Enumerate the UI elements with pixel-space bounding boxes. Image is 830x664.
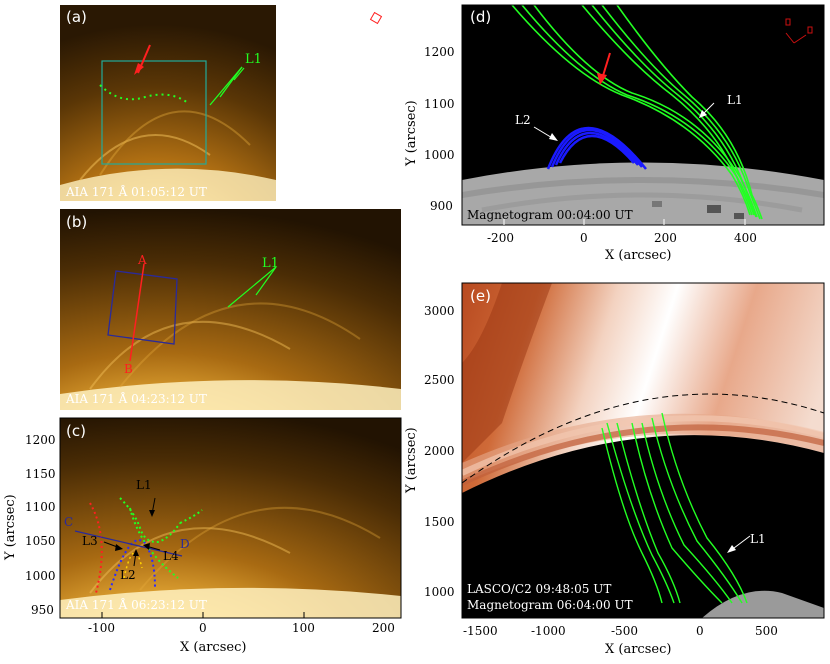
panel-c [60, 418, 401, 618]
panel-a-label: (a) [66, 8, 87, 26]
panel-e-xtick: 0 [696, 624, 704, 638]
panel-c-ytick: 1200 [25, 433, 56, 447]
panel-e-xtick: -1500 [463, 624, 498, 638]
panel-b-image [60, 209, 401, 410]
panel-e-image [462, 283, 824, 618]
panel-e-xtick: -500 [611, 624, 638, 638]
panel-e-caption-1: LASCO/C2 09:48:05 UT [467, 582, 612, 596]
panel-c-ytick: 1150 [25, 467, 56, 481]
panel-a-l1-label: L1 [245, 52, 262, 67]
panel-b [60, 209, 401, 410]
panel-c-ytick: 950 [31, 603, 54, 617]
panel-d-ytick: 1000 [424, 148, 455, 162]
panel-c-ylabel: Y (arcsec) [3, 494, 18, 560]
panel-d-xtick: 200 [654, 231, 677, 245]
panel-b-l1-label: L1 [262, 256, 279, 271]
panel-e-l1: L1 [750, 532, 766, 546]
panel-b-cut-start: A [138, 253, 147, 267]
panel-d-label: (d) [470, 8, 492, 26]
panel-c-xtick: 200 [372, 621, 395, 635]
panel-e-xlabel: X (arcsec) [605, 642, 672, 657]
panel-e-label: (e) [470, 287, 491, 305]
panel-d-ytick: 1200 [424, 45, 455, 59]
panel-e-caption-2: Magnetogram 06:04:00 UT [467, 598, 633, 612]
panel-a-caption: AIA 171 Å 01:05:12 UT [66, 185, 207, 199]
panel-c-ytick: 1050 [25, 534, 56, 548]
panel-c-image [60, 418, 401, 618]
panel-e-xtick: 500 [755, 624, 778, 638]
panel-e-ytick: 1500 [424, 515, 455, 529]
panel-c-ytick: 1100 [25, 500, 56, 514]
panel-d-ylabel: Y (arcsec) [404, 100, 419, 166]
panel-e-ytick: 2000 [424, 444, 455, 458]
panel-d-orientation-icon [785, 18, 813, 44]
panel-e [462, 283, 824, 618]
panel-c-xtick: 100 [292, 621, 315, 635]
panel-c-d: D [180, 537, 190, 551]
panel-d-l1: L1 [727, 93, 743, 107]
panel-c-ytick: 1000 [25, 569, 56, 583]
panel-e-ytick: 3000 [424, 304, 455, 318]
panel-c-l4: L4 [163, 549, 179, 563]
panel-e-ylabel: Y (arcsec) [404, 427, 419, 493]
panel-c-l3: L3 [82, 534, 98, 548]
panel-e-ytick: 2500 [424, 373, 455, 387]
panel-a [60, 5, 276, 201]
panel-e-ytick: 1000 [424, 585, 455, 599]
panel-b-box [107, 270, 178, 345]
panel-a-compass-n: N [350, 17, 359, 28]
panel-b-caption: AIA 171 Å 04:23:12 UT [66, 392, 207, 406]
panel-b-cut-end: B [124, 362, 133, 376]
panel-d-xtick: 0 [580, 231, 588, 245]
panel-a-compass-w: W [375, 42, 386, 53]
panel-c-xlabel: X (arcsec) [180, 640, 247, 655]
panel-d-caption: Magnetogram 00:04:00 UT [467, 208, 633, 222]
panel-c-l2: L2 [120, 568, 136, 582]
panel-d-xlabel: X (arcsec) [605, 248, 672, 263]
panel-d-xtick: -200 [487, 231, 514, 245]
panel-c-xtick: -100 [88, 621, 115, 635]
panel-d-ytick: 900 [430, 199, 453, 213]
panel-d-l2: L2 [515, 113, 531, 127]
panel-a-loop-l1 [99, 84, 189, 104]
panel-b-cut-ab [129, 263, 145, 362]
panel-c-l1: L1 [136, 478, 152, 492]
panel-e-xtick: -1000 [531, 624, 566, 638]
panel-c-caption: AIA 171 Å 06:23:12 UT [66, 598, 207, 612]
panel-c-xtick: 0 [199, 621, 207, 635]
panel-d-xtick: 400 [734, 231, 757, 245]
panel-c-label: (c) [66, 422, 86, 440]
panel-d-ytick: 1100 [424, 97, 455, 111]
panel-b-label: (b) [66, 213, 88, 231]
panel-c-c: C [64, 515, 74, 529]
panel-a-image [60, 5, 276, 201]
panel-a-box [101, 60, 207, 165]
